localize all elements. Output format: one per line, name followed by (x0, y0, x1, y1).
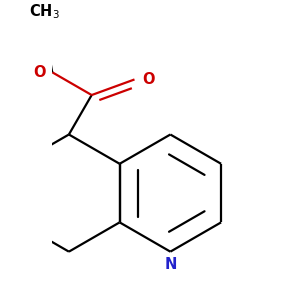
Text: O: O (33, 65, 46, 80)
Text: CH$_3$: CH$_3$ (29, 2, 60, 21)
Text: O: O (142, 72, 154, 87)
Text: N: N (164, 256, 176, 272)
